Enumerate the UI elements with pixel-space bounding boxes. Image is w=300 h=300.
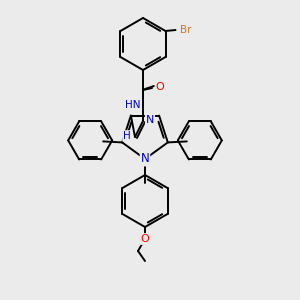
Text: HN: HN	[125, 100, 141, 110]
Text: H: H	[123, 131, 131, 141]
Text: N: N	[141, 152, 149, 166]
Text: O: O	[141, 234, 149, 244]
Text: Br: Br	[180, 25, 191, 35]
Text: O: O	[156, 82, 164, 92]
Text: N: N	[146, 115, 154, 125]
